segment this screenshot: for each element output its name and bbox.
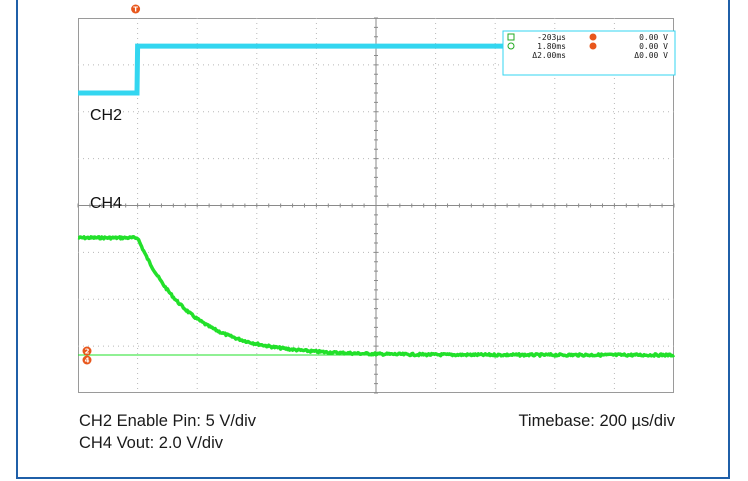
- oscilloscope-plot: T24 CH2 CH4 -203µs 1.80ms Δ2.00ms 0.00 V…: [78, 18, 674, 393]
- readout-volt-delta: Δ0.00 V: [634, 51, 668, 60]
- ground-marker-label: 4: [85, 357, 90, 365]
- trigger-marker-label: T: [133, 6, 138, 14]
- readout-volt-a: 0.00 V: [639, 33, 668, 42]
- cursor-a-marker-icon: [590, 34, 597, 41]
- caption-timebase: Timebase: 200 µs/div: [518, 412, 675, 431]
- channel-labels: CH2 CH4: [90, 107, 122, 212]
- channel-label-ch4: CH4: [90, 195, 122, 212]
- caption-ch2: CH2 Enable Pin: 5 V/div: [79, 412, 256, 431]
- cursor-b-marker-icon: [590, 43, 597, 50]
- readout-volt-b: 0.00 V: [639, 42, 668, 51]
- readout-time-b: 1.80ms: [537, 42, 566, 51]
- channel-label-ch2: CH2: [90, 107, 122, 124]
- channel-markers: T 24: [83, 5, 141, 365]
- readout-time-a: -203µs: [537, 33, 566, 42]
- cursor-readout: -203µs 1.80ms Δ2.00ms 0.00 V 0.00 V Δ0.0…: [503, 31, 675, 75]
- readout-time-delta: Δ2.00ms: [532, 51, 566, 60]
- ground-marker-label: 2: [85, 348, 90, 356]
- caption-ch4: CH4 Vout: 2.0 V/div: [79, 434, 223, 453]
